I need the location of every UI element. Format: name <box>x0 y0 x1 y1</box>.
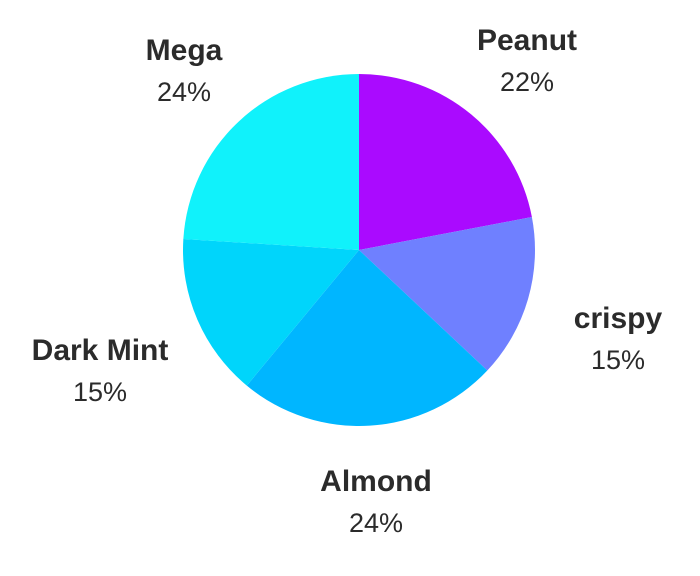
slice-label-dark-mint: Dark Mint <box>32 334 169 367</box>
slice-percent-peanut: 22% <box>500 67 554 97</box>
pie-slice-dark-mint <box>183 238 359 386</box>
slice-percent-dark-mint: 15% <box>73 377 127 407</box>
pie-slice-peanut <box>359 74 532 250</box>
pie-slice-crispy <box>359 217 535 371</box>
slice-label-almond: Almond <box>320 465 432 498</box>
labels-layer: Peanut 22% crispy 15% Almond 24% Dark Mint 15% M… <box>32 24 663 538</box>
slice-label-peanut: Peanut <box>477 24 577 57</box>
slice-percent-crispy: 15% <box>591 345 645 375</box>
slice-label-crispy: crispy <box>574 302 663 335</box>
slice-label-mega: Mega <box>146 34 223 67</box>
slice-percent-mega: 24% <box>157 77 211 107</box>
pie-slice-almond <box>246 250 488 427</box>
slice-percent-almond: 24% <box>349 508 403 538</box>
slices-layer <box>183 74 535 427</box>
pie-slice-mega <box>183 74 359 250</box>
